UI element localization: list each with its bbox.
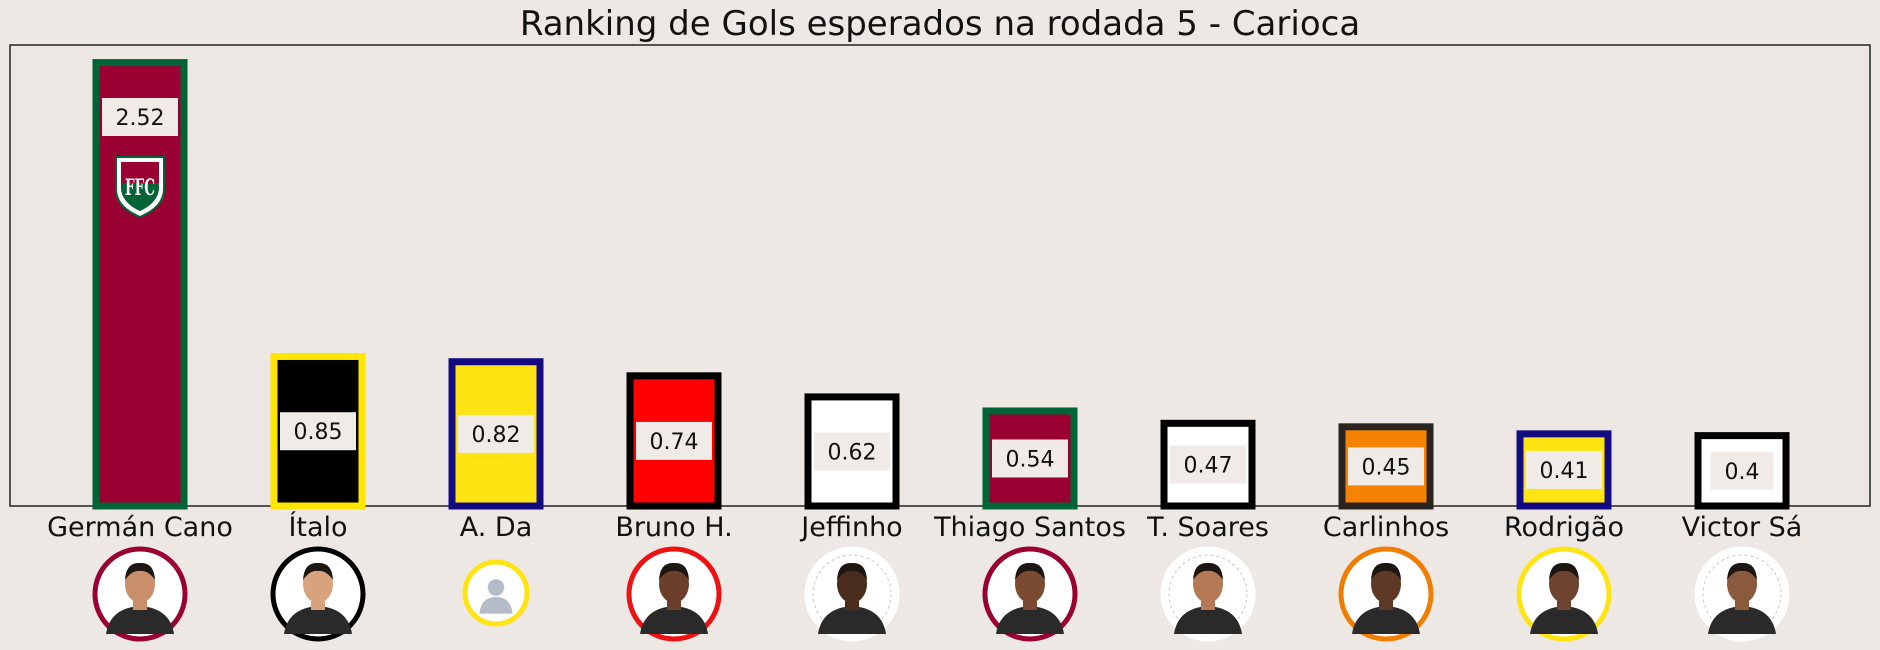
- data-label: 2.52: [116, 106, 165, 131]
- player-photo-icon: [270, 546, 366, 642]
- player-photo-icon: [1516, 546, 1612, 642]
- data-label: 0.4: [1725, 460, 1760, 485]
- photo-hair: [1371, 562, 1401, 580]
- photo-hair: [837, 562, 867, 580]
- x-tick-label: Germán Cano: [47, 512, 233, 543]
- data-label-box: [1710, 451, 1774, 490]
- data-label-box: [1526, 450, 1602, 489]
- photo-face: [1371, 565, 1401, 603]
- photo-face: [125, 565, 155, 603]
- photo-shirt: [1530, 606, 1598, 634]
- data-label-box: [102, 98, 178, 136]
- x-tick-label: A. Da: [460, 512, 533, 543]
- x-tick-label: Victor Sá: [1682, 512, 1803, 543]
- photo-shirt: [1708, 606, 1776, 634]
- x-tick-label: Thiago Santos: [933, 512, 1126, 543]
- bar: [92, 59, 188, 510]
- photo-face: [1727, 565, 1757, 603]
- player-photo-icon: [626, 546, 722, 642]
- photo-face: [303, 565, 333, 603]
- photo-hair: [303, 562, 333, 580]
- silhouette-body: [479, 597, 513, 614]
- data-label-box: [280, 412, 356, 451]
- fluminense-crest-icon: FFC: [115, 156, 165, 219]
- player-photo-icon: [92, 546, 188, 642]
- photo-hair: [1549, 562, 1579, 580]
- photo-shirt: [284, 606, 352, 634]
- player-photo-icon: [804, 546, 900, 642]
- photo-shirt: [1174, 606, 1242, 634]
- data-label: 0.74: [650, 430, 699, 455]
- player-photo-icon: [982, 546, 1078, 642]
- data-label-box: [814, 432, 890, 471]
- crest-letters: FFC: [125, 175, 155, 201]
- photo-hair: [125, 562, 155, 580]
- photo-face: [1193, 565, 1223, 603]
- x-tick-label: Ítalo: [288, 511, 347, 543]
- silhouette-head: [487, 579, 505, 596]
- crest-green: [121, 183, 159, 211]
- photo-shirt: [996, 606, 1064, 634]
- labels-layer: 2.52 Germán Cano 0.85 Ítalo 0.82 A. Da 0.74 Bru…: [47, 98, 1802, 543]
- player-photo-icon: [462, 559, 530, 627]
- chart-title: Ranking de Gols esperados na rodada 5 - …: [520, 4, 1360, 44]
- photo-hair: [1193, 562, 1223, 580]
- data-label-box: [458, 414, 534, 453]
- photos-layer: [92, 546, 1790, 642]
- data-label: 0.54: [1006, 447, 1055, 472]
- data-label: 0.45: [1362, 455, 1411, 480]
- x-tick-label: Bruno H.: [615, 512, 732, 543]
- photo-face: [659, 565, 689, 603]
- player-photo-icon: [1338, 546, 1434, 642]
- photo-face: [1015, 565, 1045, 603]
- data-label: 0.62: [828, 440, 877, 465]
- data-label-box: [1348, 447, 1424, 486]
- photo-shirt: [818, 606, 886, 634]
- data-label-box: [1170, 445, 1246, 484]
- photo-hair: [1727, 562, 1757, 580]
- photo-shirt: [640, 606, 708, 634]
- photo-face: [1549, 565, 1579, 603]
- x-tick-label: Carlinhos: [1323, 512, 1449, 543]
- photo-shirt: [106, 606, 174, 634]
- photo-hair: [659, 562, 689, 580]
- photo-face: [837, 565, 867, 603]
- x-tick-label: Rodrigão: [1504, 512, 1624, 543]
- photo-hair: [1015, 562, 1045, 580]
- x-tick-label: T. Soares: [1146, 512, 1269, 543]
- photo-shirt: [1352, 606, 1420, 634]
- data-label: 0.85: [294, 420, 343, 445]
- data-label: 0.47: [1184, 454, 1233, 479]
- data-label-box: [992, 439, 1068, 478]
- player-photo-icon: [1694, 546, 1790, 642]
- x-tick-label: Jeffinho: [799, 512, 902, 543]
- data-label: 0.41: [1540, 459, 1589, 484]
- data-label: 0.82: [472, 423, 521, 448]
- data-label-box: [636, 421, 712, 460]
- plot-frame: [9, 44, 1871, 507]
- player-photo-icon: [1160, 546, 1256, 642]
